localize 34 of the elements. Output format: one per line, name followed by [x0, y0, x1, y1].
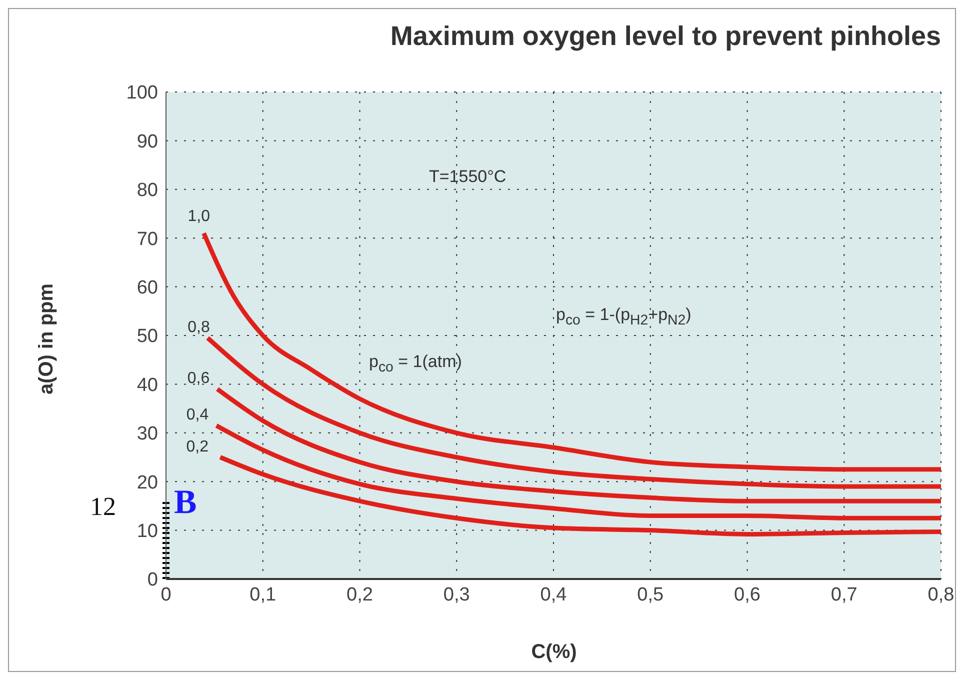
- y-tick-label: 70: [136, 228, 158, 250]
- x-tick-label: 0,2: [346, 584, 373, 606]
- y-tick-label: 30: [136, 424, 158, 445]
- x-tick-label: 0,4: [540, 584, 568, 606]
- annotation: 0,2: [186, 438, 209, 456]
- annotation: 1,0: [188, 208, 210, 226]
- x-tick-label: 0,6: [734, 584, 760, 606]
- annotation: 12: [90, 492, 116, 522]
- annotation: 0,6: [187, 370, 210, 388]
- y-axis-title: a(O) in ppm: [36, 283, 58, 395]
- y-tick-label: 0: [147, 570, 158, 591]
- y-tick-label: 20: [136, 472, 158, 494]
- y-tick-label: 80: [136, 180, 158, 202]
- annotation: T=1550°C: [429, 167, 506, 187]
- x-axis-title: C(%): [531, 641, 577, 664]
- x-tick-label: 0,3: [443, 584, 470, 606]
- y-tick-label: 10: [136, 521, 158, 542]
- y-tick-label: 100: [126, 82, 158, 104]
- x-tick-label: 0,7: [830, 584, 858, 606]
- line-series: [218, 455, 944, 536]
- annotation: 0,4: [186, 406, 209, 424]
- y-tick-label: 50: [136, 326, 158, 348]
- x-tick-label: 0: [160, 584, 172, 606]
- annotation: p$_{co}$ = 1-(p$_{H2}$+p$_{N2}$): [556, 305, 692, 328]
- x-tick-label: 0,1: [250, 584, 276, 606]
- x-tick-label: 0,5: [637, 584, 664, 606]
- y-tick-label: 90: [136, 131, 158, 152]
- y-tick-label: 60: [136, 278, 158, 299]
- annotation: 0,8: [188, 318, 210, 336]
- annotation: B: [174, 484, 197, 522]
- x-tick-label: 0,8: [928, 584, 954, 606]
- annotation: p$_{co}$ = 1(atm): [369, 352, 462, 376]
- chart-title: Maximum oxygen level to prevent pinholes: [390, 21, 941, 52]
- y-tick-label: 40: [136, 374, 158, 396]
